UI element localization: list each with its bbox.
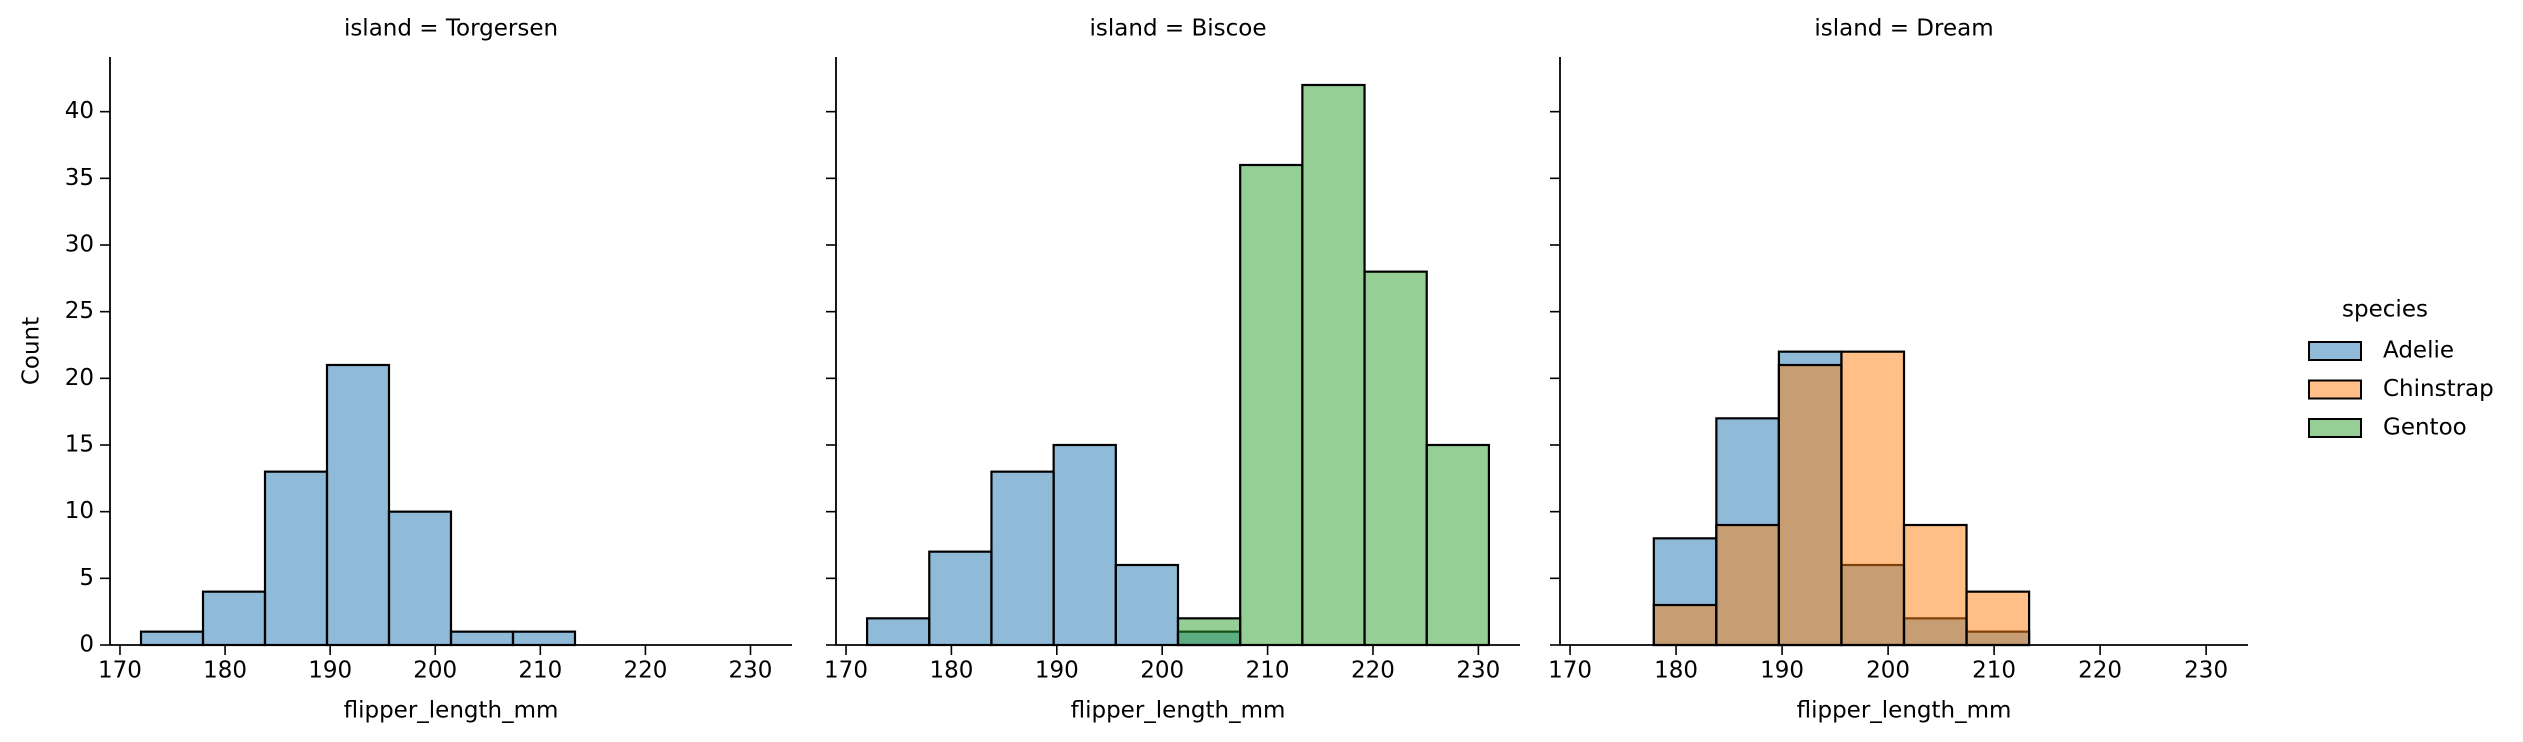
x-tick-label: 220 — [623, 658, 667, 684]
x-tick-label: 230 — [729, 658, 773, 684]
x-tick-label: 200 — [413, 658, 457, 684]
bar — [1715, 523, 1781, 647]
legend-label: Adelie — [2383, 338, 2454, 364]
x-axis-label: flipper_length_mm — [344, 698, 559, 724]
y-axis-label: Count — [19, 317, 45, 385]
x-tick-label: 210 — [1972, 658, 2016, 684]
bar — [865, 617, 931, 647]
y-tick-label: 0 — [79, 632, 94, 658]
x-axis-label: flipper_length_mm — [1797, 698, 2012, 724]
bar — [1965, 590, 2031, 647]
y-tick-label: 30 — [65, 232, 94, 258]
x-tick-label: 170 — [824, 658, 868, 684]
x-tick-label: 230 — [1456, 658, 1500, 684]
bar — [1301, 83, 1366, 647]
x-axis-label: flipper_length_mm — [1071, 698, 1286, 724]
bar — [139, 630, 205, 647]
bar — [928, 550, 993, 647]
x-tick-label: 200 — [1140, 658, 1184, 684]
y-tick-label: 5 — [79, 565, 94, 591]
bar — [1176, 617, 1242, 647]
x-tick-label: 220 — [2078, 658, 2122, 684]
x-tick-label: 200 — [1866, 658, 1910, 684]
bar — [1652, 603, 1718, 647]
x-tick-label: 170 — [1548, 658, 1592, 684]
bar — [387, 510, 453, 647]
y-tick-label: 35 — [65, 165, 94, 191]
legend-swatch — [2308, 379, 2362, 400]
panel-title: island = Dream — [1814, 16, 1993, 42]
x-tick-label: 190 — [308, 658, 352, 684]
bar — [449, 630, 515, 647]
legend-swatch — [2308, 418, 2362, 438]
x-tick-label: 230 — [2184, 658, 2228, 684]
y-tick-label: 25 — [65, 298, 94, 324]
panel-title: island = Biscoe — [1090, 16, 1267, 42]
y-tick-label: 10 — [65, 498, 94, 524]
x-tick-label: 210 — [518, 658, 562, 684]
y-tick-label: 20 — [65, 365, 94, 391]
legend-swatch — [2308, 341, 2362, 361]
x-tick-label: 190 — [1035, 658, 1079, 684]
panel-title: island = Torgersen — [344, 16, 558, 42]
bar — [263, 470, 329, 647]
legend-label: Chinstrap — [2383, 376, 2494, 402]
bar — [1902, 523, 1968, 647]
legend-label: Gentoo — [2383, 415, 2467, 441]
bar — [990, 470, 1055, 647]
bar — [1425, 443, 1491, 647]
y-tick-label: 15 — [65, 432, 94, 458]
bar — [1052, 443, 1117, 647]
x-tick-label: 180 — [1654, 658, 1698, 684]
x-tick-label: 180 — [203, 658, 247, 684]
legend-title: species — [2342, 297, 2428, 323]
bar — [1777, 363, 1843, 647]
bar — [325, 363, 391, 647]
x-tick-label: 210 — [1246, 658, 1290, 684]
x-tick-label: 170 — [98, 658, 142, 684]
bar — [511, 630, 577, 647]
x-tick-label: 180 — [929, 658, 973, 684]
bar — [1114, 563, 1180, 647]
x-tick-label: 190 — [1760, 658, 1804, 684]
bar — [201, 590, 267, 647]
bar — [1363, 270, 1428, 647]
x-tick-label: 220 — [1351, 658, 1395, 684]
y-tick-label: 40 — [65, 98, 94, 124]
bar — [1239, 163, 1304, 647]
bar — [1840, 350, 1906, 647]
